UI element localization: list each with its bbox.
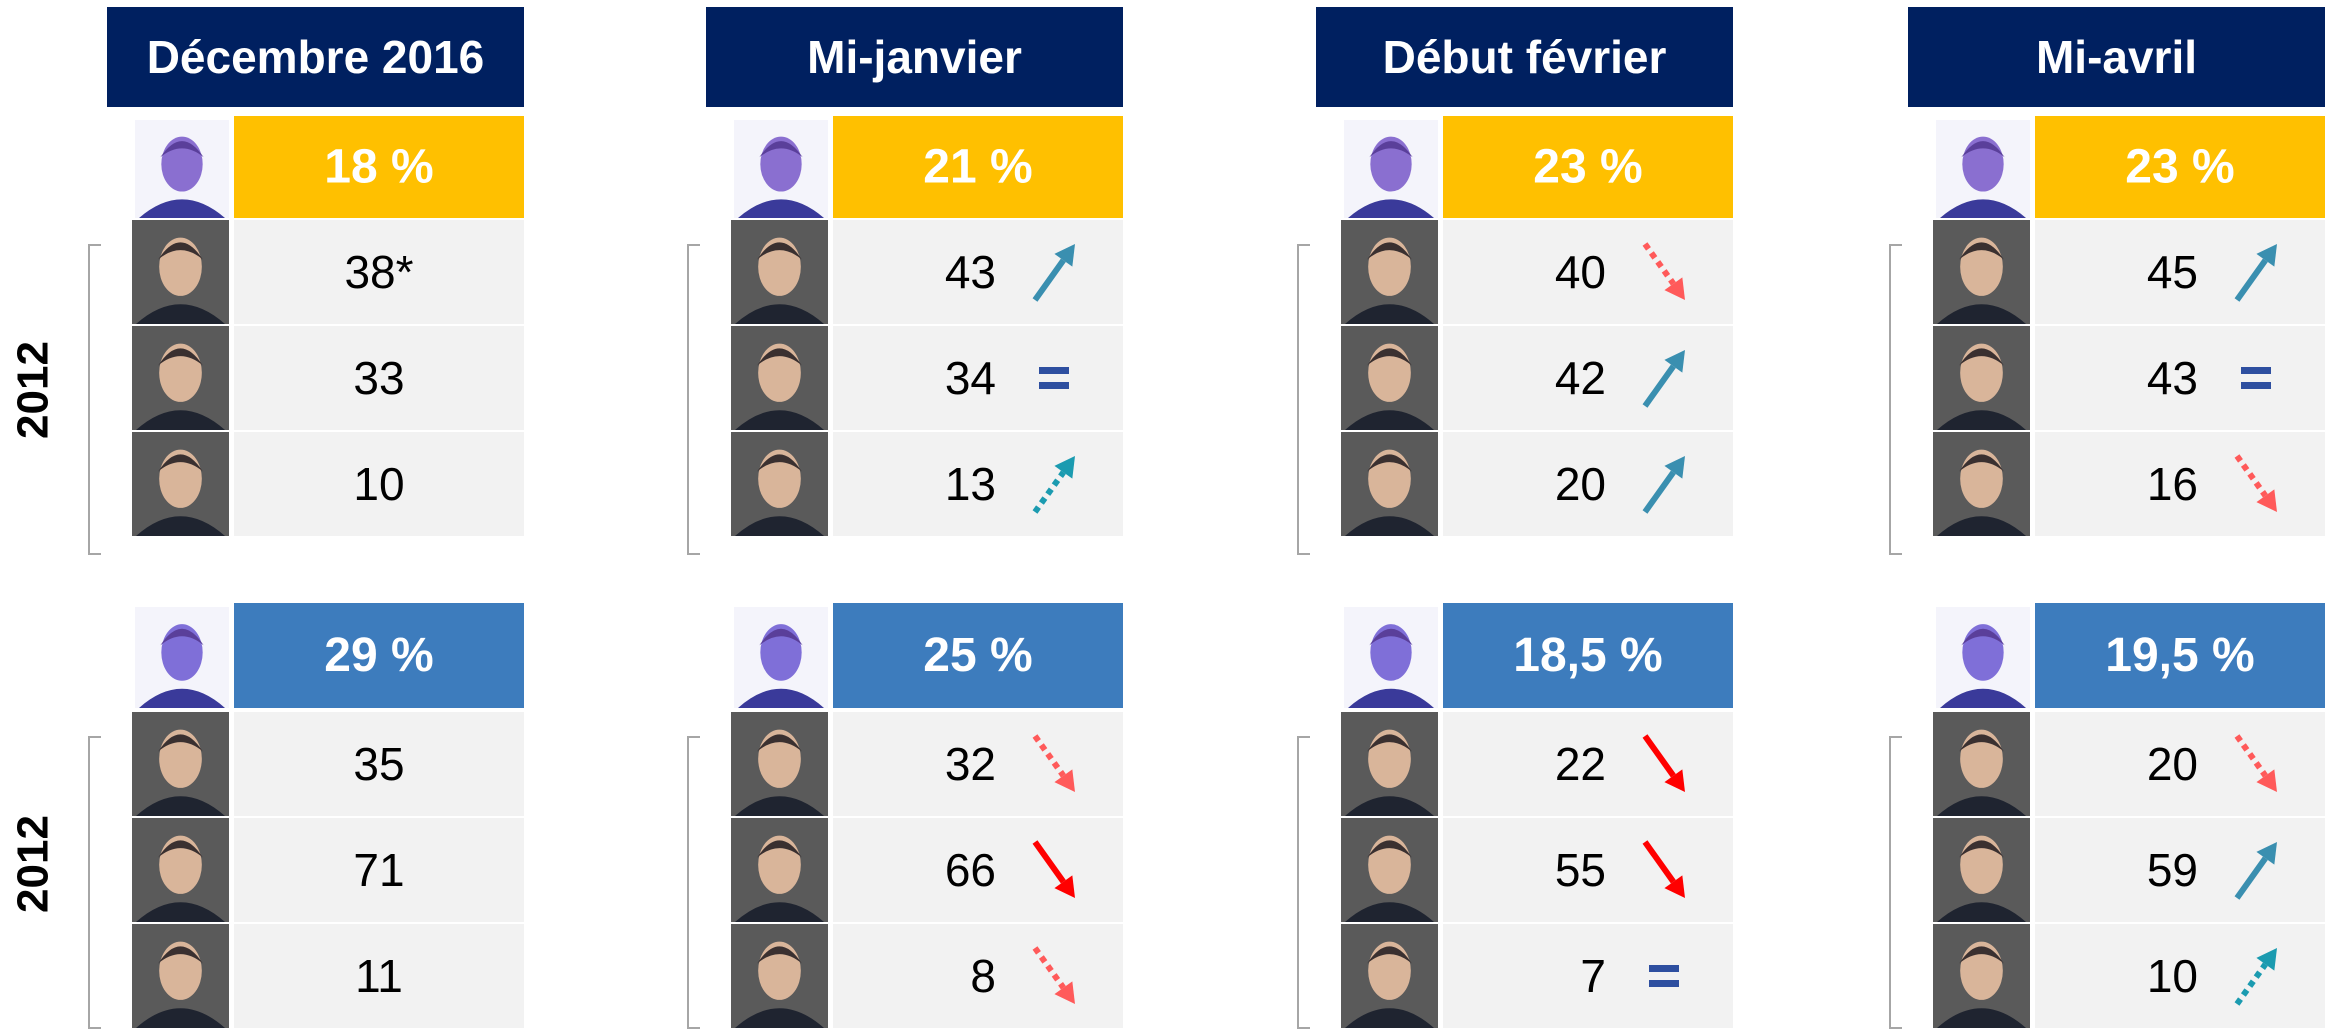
bracket: [1298, 737, 1310, 1028]
lead-value: 18,5 %: [1513, 629, 1662, 682]
bracket: [1298, 245, 1310, 554]
bracket: [688, 245, 700, 554]
cell-value: 66: [945, 844, 996, 896]
cell-value: 22: [1555, 738, 1606, 790]
bracket: [1890, 737, 1902, 1028]
cell-value: 59: [2147, 844, 2198, 896]
bracket: [89, 737, 101, 1028]
cell-value: 32: [945, 738, 996, 790]
cell-value: 43: [2147, 352, 2198, 404]
cell-value: 13: [945, 458, 996, 510]
cell-value: 8: [970, 950, 996, 1002]
lead-value: 18 %: [324, 141, 433, 194]
cell-value: 71: [353, 844, 404, 896]
cell-value: 16: [2147, 458, 2198, 510]
bracket: [688, 737, 700, 1028]
period-title: Mi-janvier: [807, 31, 1022, 83]
cell-value: 10: [2147, 950, 2198, 1002]
cell-value: 42: [1555, 352, 1606, 404]
side-label: 2012: [9, 815, 58, 913]
cell-value: 45: [2147, 246, 2198, 298]
trend-equal: [2241, 367, 2271, 374]
side-label: 2012: [9, 341, 58, 439]
cell-value: 40: [1555, 246, 1606, 298]
trend-equal: [1649, 965, 1679, 972]
cell-value: 55: [1555, 844, 1606, 896]
cell-value: 35: [353, 738, 404, 790]
lead-value: 29 %: [324, 629, 433, 682]
infographic: Décembre 2016 18 % 38* 33 10 29 % 35 71 11 Mi-jan…: [0, 0, 2336, 1031]
period-title: Mi-avril: [2036, 31, 2197, 83]
cell-value: 20: [1555, 458, 1606, 510]
cell-value: 34: [945, 352, 996, 404]
lead-value: 23 %: [1533, 141, 1642, 194]
cell-value: 20: [2147, 738, 2198, 790]
period-title: Début février: [1383, 31, 1667, 83]
cell-value: 11: [355, 950, 403, 1002]
bracket: [89, 245, 101, 554]
trend-equal: [2241, 382, 2271, 389]
cell-value: 33: [353, 352, 404, 404]
cell-value: 38*: [344, 246, 413, 298]
trend-equal: [1039, 367, 1069, 374]
cell-value: 43: [945, 246, 996, 298]
period-title: Décembre 2016: [147, 31, 485, 83]
trend-equal: [1649, 980, 1679, 987]
lead-value: 25 %: [923, 629, 1032, 682]
page: Décembre 2016 18 % 38* 33 10 29 % 35 71 11 Mi-jan…: [0, 0, 2336, 1031]
lead-value: 23 %: [2125, 141, 2234, 194]
bracket: [1890, 245, 1902, 554]
lead-value: 19,5 %: [2105, 629, 2254, 682]
trend-equal: [1039, 382, 1069, 389]
cell-value: 7: [1580, 950, 1606, 1002]
lead-value: 21 %: [923, 141, 1032, 194]
cell-value: 10: [353, 458, 404, 510]
